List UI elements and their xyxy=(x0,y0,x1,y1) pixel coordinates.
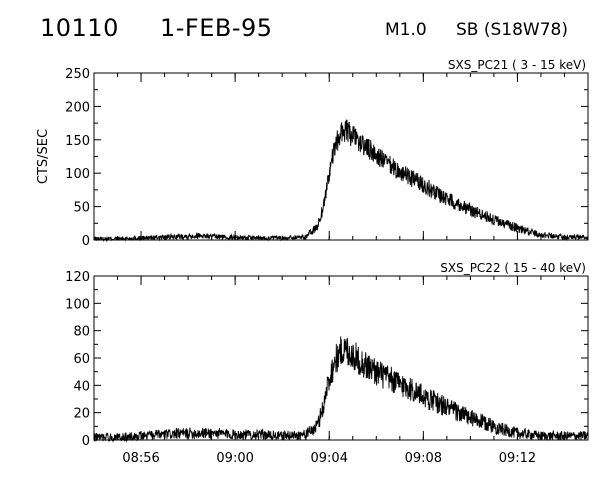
panel-label-top: SXS_PC21 ( 3 - 15 keV) xyxy=(448,58,586,72)
y-axis-label: CTS/SEC xyxy=(36,129,51,184)
x-tick-label: 09:12 xyxy=(499,451,536,466)
x-tick-label: 08:56 xyxy=(122,451,159,466)
y-tick-label: 200 xyxy=(65,100,90,115)
lightcurve-bottom xyxy=(93,336,589,443)
lightcurve-top xyxy=(93,119,589,243)
y-tick-label: 100 xyxy=(65,167,90,182)
x-tick-label: 09:04 xyxy=(311,451,348,466)
y-tick-label: 0 xyxy=(82,434,90,449)
y-tick-label: 120 xyxy=(65,270,90,285)
x-tick-label: 09:00 xyxy=(216,451,253,466)
x-tick-label: 09:08 xyxy=(405,451,442,466)
plot-frame-top xyxy=(93,72,589,241)
y-tick-label: 20 xyxy=(73,407,90,422)
y-tick-label: 100 xyxy=(65,297,90,312)
y-tick-label: 40 xyxy=(73,379,90,394)
event-id: 10110 xyxy=(40,14,119,42)
y-tick-label: 0 xyxy=(82,234,90,249)
panel-label-bottom: SXS_PC22 ( 15 - 40 keV) xyxy=(440,261,586,275)
y-tick-label: 150 xyxy=(65,134,90,149)
goes-class: M1.0 xyxy=(385,20,427,40)
y-tick-label: 50 xyxy=(73,201,90,216)
flare-type: SB (S18W78) xyxy=(456,20,568,40)
event-date: 1-FEB-95 xyxy=(160,14,273,42)
y-tick-label: 250 xyxy=(65,67,90,82)
y-tick-label: 60 xyxy=(73,352,90,367)
y-tick-label: 80 xyxy=(73,325,90,340)
